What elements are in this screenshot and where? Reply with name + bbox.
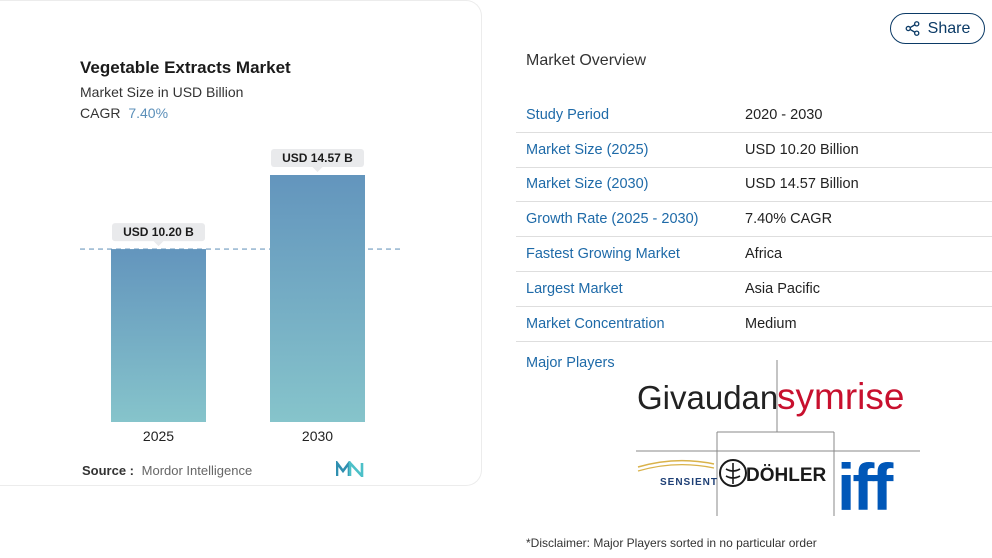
bar-2030 (270, 175, 365, 422)
givaudan-logo: Givaudan (637, 379, 778, 416)
table-row: Largest Market Asia Pacific (516, 272, 992, 307)
row-value: 2020 - 2030 (745, 106, 823, 123)
dohler-emblem-icon (719, 459, 747, 487)
bar-chart: USD 10.20 B 2025 USD 14.57 B 2030 (80, 149, 400, 444)
chart-source: Source : Mordor Intelligence (82, 463, 252, 478)
chart-card: USD 10.20 B 2025 USD 14.57 B 2030 Vegetable… (0, 0, 482, 486)
share-icon (905, 21, 920, 36)
source-label: Source : (82, 463, 135, 478)
data-label-bg (271, 149, 364, 167)
row-label[interactable]: Market Size (2025) (526, 141, 649, 158)
major-players-logos: Givaudan symrise SENSIENT DÖHLER iff (636, 360, 920, 516)
row-value: USD 14.57 Billion (745, 176, 859, 193)
data-label: USD 14.57 B (282, 151, 353, 165)
dohler-logo: DÖHLER (746, 465, 827, 486)
sensient-logo: SENSIENT (660, 477, 718, 488)
mordor-logo-icon (336, 461, 364, 477)
major-players-label[interactable]: Major Players (526, 355, 615, 371)
disclaimer: *Disclaimer: Major Players sorted in no … (526, 536, 817, 550)
row-value: USD 10.20 Billion (745, 141, 859, 158)
data-label: USD 10.20 B (123, 225, 194, 239)
source-value: Mordor Intelligence (141, 463, 253, 478)
chart-cagr: CAGR 7.40% (80, 105, 168, 121)
row-label[interactable]: Fastest Growing Market (526, 246, 680, 263)
row-label[interactable]: Largest Market (526, 280, 623, 297)
bar-2025 (111, 249, 206, 422)
row-label[interactable]: Market Concentration (526, 315, 665, 332)
table-row: Market Size (2030) USD 14.57 Billion (516, 168, 992, 203)
cagr-label: CAGR (80, 105, 121, 121)
table-row: Growth Rate (2025 - 2030) 7.40% CAGR (516, 202, 992, 238)
table-row: Study Period 2020 - 2030 (516, 98, 992, 133)
chart-title: Vegetable Extracts Market (80, 58, 291, 77)
symrise-logo: symrise (777, 376, 904, 417)
overview-table: Study Period 2020 - 2030 Market Size (20… (516, 98, 992, 342)
table-row: Market Size (2025) USD 10.20 Billion (516, 133, 992, 168)
data-label-pointer (312, 167, 323, 172)
table-row: Fastest Growing Market Africa (516, 237, 992, 272)
share-button[interactable]: Share (890, 13, 985, 44)
row-value: Asia Pacific (745, 280, 820, 297)
row-value: 7.40% CAGR (745, 211, 833, 228)
data-label-pointer (153, 241, 164, 247)
row-label[interactable]: Growth Rate (2025 - 2030) (526, 211, 699, 228)
chart-subtitle: Market Size in USD Billion (80, 84, 244, 100)
cagr-value: 7.40% (128, 105, 169, 121)
row-label[interactable]: Study Period (526, 106, 610, 123)
table-row: Market Concentration Medium (516, 307, 992, 342)
share-label: Share (927, 19, 971, 37)
row-label[interactable]: Market Size (2030) (526, 176, 649, 193)
x-tick-label: 2030 (302, 428, 333, 444)
overview-title: Market Overview (526, 52, 647, 69)
iff-logo: iff (837, 450, 894, 516)
data-label-bg (112, 223, 205, 242)
x-tick-label: 2025 (143, 428, 174, 444)
row-value: Medium (745, 315, 797, 332)
row-value: Africa (745, 246, 783, 263)
